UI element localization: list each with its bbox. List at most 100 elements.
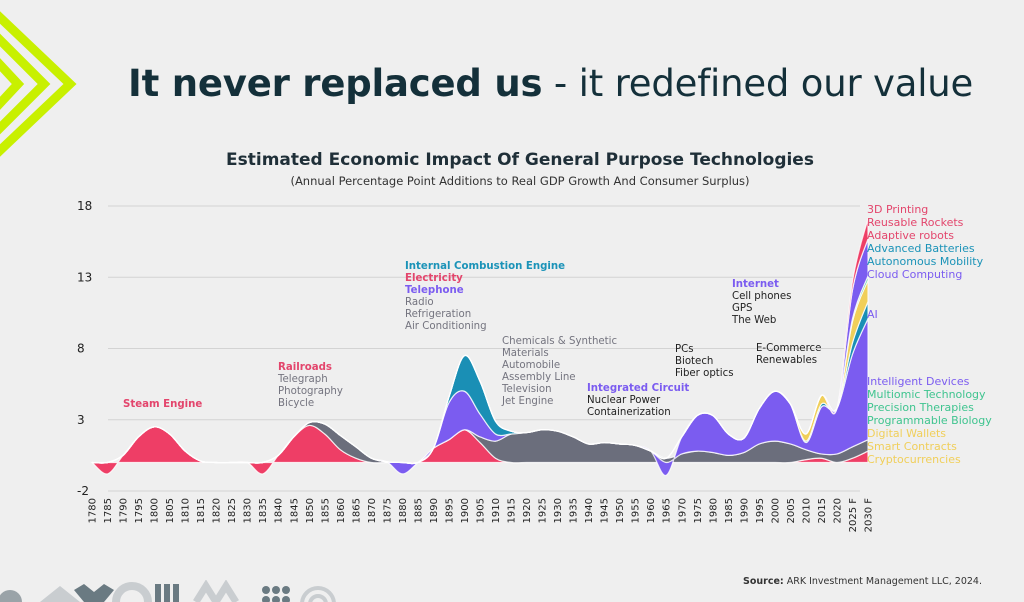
annotation-label: Jet Engine xyxy=(501,396,553,407)
annotation-label: Internet xyxy=(732,279,779,290)
x-tick-label: 1955 xyxy=(631,498,642,523)
x-tick-label: 1795 xyxy=(134,498,145,523)
x-tick-label: 2000 xyxy=(770,498,781,523)
annotation-label: Containerization xyxy=(587,407,671,418)
legend-item: 3D Printing xyxy=(867,203,928,216)
annotation-label: Refrigeration xyxy=(405,309,471,320)
legend-item: Cloud Computing xyxy=(867,268,962,281)
legend-item: Advanced Batteries xyxy=(867,242,975,255)
x-tick-label: 1905 xyxy=(476,498,487,523)
x-tick-label: 1880 xyxy=(398,498,409,523)
legend-item: Adaptive robots xyxy=(867,229,954,242)
x-tick-label: 1845 xyxy=(289,498,300,523)
area-series-7 xyxy=(91,218,869,465)
x-tick-label: 1835 xyxy=(258,498,269,523)
source-note: Source: ARK Investment Management LLC, 2… xyxy=(743,576,982,587)
x-tick-label: 1935 xyxy=(569,498,580,523)
legend-item: Programmable Biology xyxy=(867,414,992,427)
x-tick-label: 1860 xyxy=(336,498,347,523)
x-tick-label: 1780 xyxy=(88,498,99,523)
x-tick-label: 1930 xyxy=(553,498,564,523)
annotation-label: Internal Combustion Engine xyxy=(405,261,565,272)
x-tick-label: 2005 xyxy=(786,498,797,523)
x-tick-label: 1840 xyxy=(274,498,285,523)
x-tick-label: 1990 xyxy=(739,498,750,523)
x-tick-label: 1820 xyxy=(212,498,223,523)
x-tick-label: 2010 xyxy=(801,498,812,523)
y-tick-label: 3 xyxy=(77,413,85,427)
annotation-label: Bicycle xyxy=(278,398,314,409)
x-tick-label: 1980 xyxy=(708,498,719,523)
chart-areas xyxy=(90,218,869,476)
y-tick-label: 18 xyxy=(77,199,92,213)
annotation-label: GPS xyxy=(732,303,753,314)
y-tick-label: -2 xyxy=(77,484,89,498)
annotation-label: Electricity xyxy=(405,273,463,284)
legend-item: Reusable Rockets xyxy=(867,216,964,229)
x-tick-label: 1995 xyxy=(755,498,766,523)
x-tick-label: 1850 xyxy=(305,498,316,523)
x-tick-label: 1950 xyxy=(615,498,626,523)
x-tick-label: 1815 xyxy=(196,498,207,523)
chevron-decoration-icon xyxy=(0,11,77,157)
source-text: ARK Investment Management LLC, 2024. xyxy=(783,576,982,587)
x-tick-label: 1965 xyxy=(662,498,673,523)
x-tick-label: 1985 xyxy=(724,498,735,523)
x-tick-label: 1900 xyxy=(460,498,471,523)
x-tick-label: 1925 xyxy=(538,498,549,523)
source-label: Source: xyxy=(743,576,784,587)
legend-item: Smart Contracts xyxy=(867,440,957,453)
chart-subtitle: (Annual Percentage Point Additions to Re… xyxy=(290,174,750,188)
x-tick-label: 1885 xyxy=(413,498,424,523)
y-tick-label: 13 xyxy=(77,270,92,284)
annotation-label: Television xyxy=(501,384,552,395)
annotation-label: Radio xyxy=(405,297,434,308)
annotation-label: Automobile xyxy=(502,360,560,371)
legend-item: Autonomous Mobility xyxy=(867,255,984,268)
legend-item: Digital Wallets xyxy=(867,427,946,440)
x-tick-label: 1875 xyxy=(382,498,393,523)
annotation-label: Renewables xyxy=(756,355,817,366)
decorative-shapes-icon xyxy=(0,580,336,602)
x-tick-label: 2020 xyxy=(832,498,843,523)
annotation-label: Biotech xyxy=(675,356,713,367)
chart-title: Estimated Economic Impact Of General Pur… xyxy=(226,150,814,170)
annotation-label: Railroads xyxy=(278,362,332,373)
annotation-label: Telegraph xyxy=(277,374,328,385)
x-tick-label: 1865 xyxy=(351,498,362,523)
annotation-label: Integrated Circuit xyxy=(587,383,689,394)
legend-item: Intelligent Devices xyxy=(867,375,970,388)
y-tick-label: 8 xyxy=(77,342,85,356)
legend-item: Cryptocurrencies xyxy=(867,453,961,466)
x-axis-ticks: 1780 1785 1790 1795 1800 1805 1810 1815 1820 1825… xyxy=(88,498,875,533)
x-tick-label: 1920 xyxy=(522,498,533,523)
legend-item: AI xyxy=(867,308,878,321)
x-tick-label: 2015 xyxy=(817,498,828,523)
x-tick-label: 1890 xyxy=(429,498,440,523)
annotation-label: PCs xyxy=(675,344,694,355)
x-tick-label: 1810 xyxy=(181,498,192,523)
annotation-label: Telephone xyxy=(405,285,464,296)
x-tick-label: 2025 F xyxy=(848,498,859,533)
annotation-label: Nuclear Power xyxy=(587,395,661,406)
x-tick-label: 1915 xyxy=(507,498,518,523)
gridlines xyxy=(108,205,860,492)
x-tick-label: 1970 xyxy=(677,498,688,523)
x-tick-label: 1825 xyxy=(227,498,238,523)
annotation-label: E-Commerce xyxy=(756,343,821,354)
y-axis-ticks: 18 13 8 3 -2 xyxy=(77,199,92,498)
annotation-label: Chemicals & Synthetic xyxy=(502,336,617,347)
annotation-label: The Web xyxy=(731,315,776,326)
annotation-label: Air Conditioning xyxy=(405,321,487,332)
chart-annotations: Steam Engine RailroadsTelegraphPhotograph… xyxy=(123,261,830,418)
x-tick-label: 1830 xyxy=(243,498,254,523)
annotation-label: Photography xyxy=(278,386,343,397)
legend-item: Precision Therapies xyxy=(867,401,974,414)
x-tick-label: 2030 F xyxy=(864,498,875,533)
x-tick-label: 1910 xyxy=(491,498,502,523)
x-tick-label: 1975 xyxy=(693,498,704,523)
slide-title: It never replaced us - it redefined our … xyxy=(128,62,973,105)
annotation-label: Assembly Line xyxy=(502,372,576,383)
